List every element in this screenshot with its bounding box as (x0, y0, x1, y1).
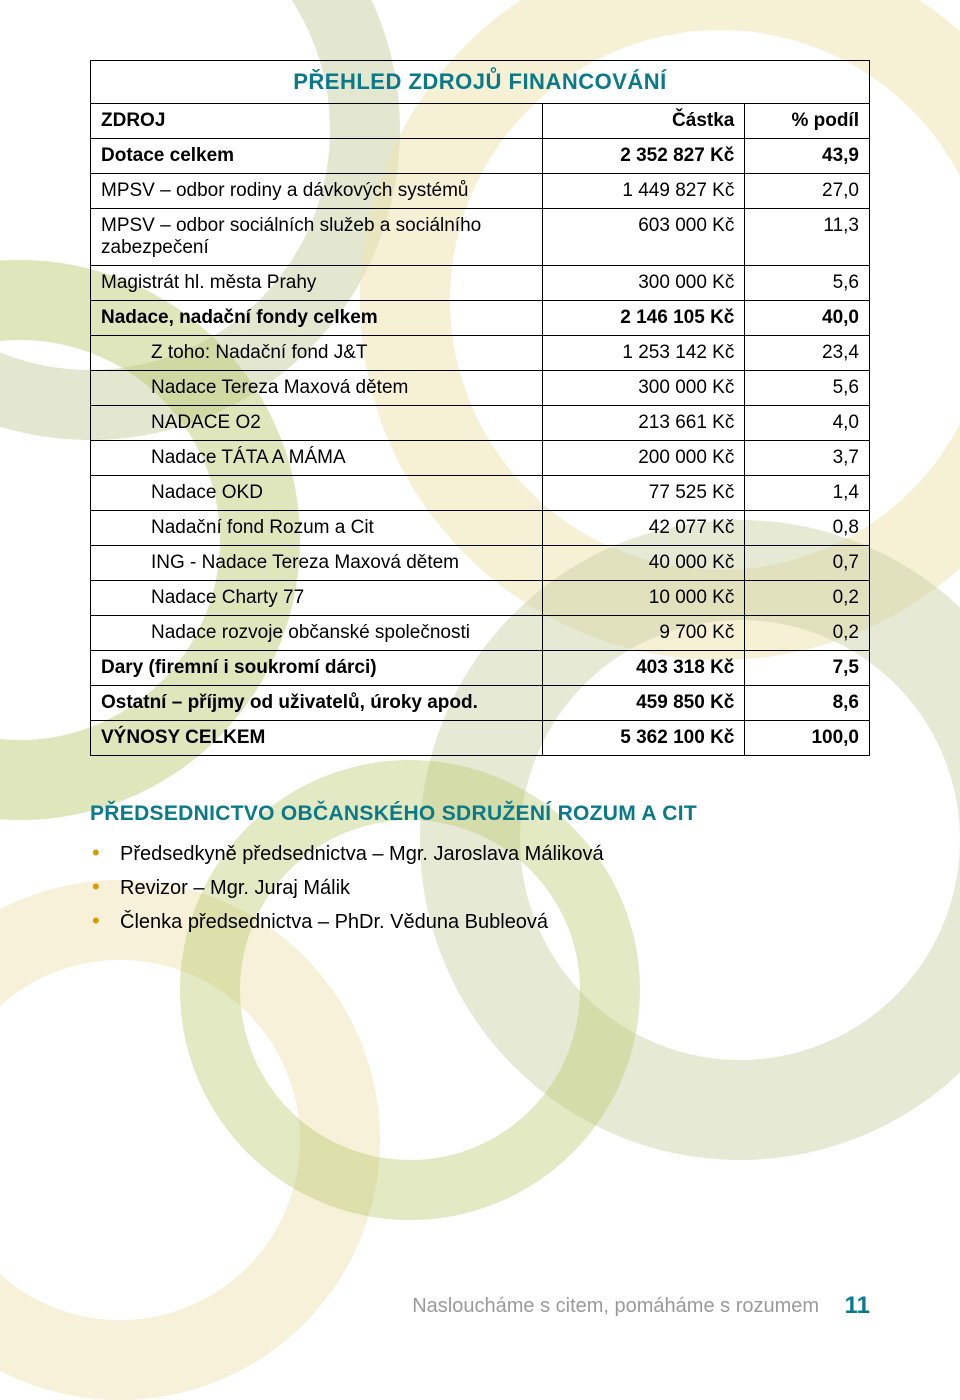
footer-tagline: Nasloucháme s citem, pomáháme s rozumem (412, 1295, 819, 1317)
row-share: 0,2 (745, 581, 870, 616)
col-source: ZDROJ (91, 104, 543, 139)
table-row: VÝNOSY CELKEM5 362 100 Kč100,0 (91, 721, 870, 756)
row-label: VÝNOSY CELKEM (91, 721, 543, 756)
row-share: 43,9 (745, 139, 870, 174)
row-label: Ostatní – příjmy od uživatelů, úroky apo… (91, 686, 543, 721)
row-label: Nadace TÁTA A MÁMA (91, 441, 543, 476)
table-row: NADACE O2213 661 Kč4,0 (91, 406, 870, 441)
row-label: Dotace celkem (91, 139, 543, 174)
board-item: Předsedkyně předsednictva – Mgr. Jarosla… (92, 836, 870, 870)
row-share: 0,2 (745, 616, 870, 651)
page-content: PŘEHLED ZDROJŮ FINANCOVÁNÍ ZDROJ Částka … (0, 0, 960, 938)
board-item: Členka předsednictva – PhDr. Věduna Bubl… (92, 904, 870, 938)
table-row: Magistrát hl. města Prahy300 000 Kč5,6 (91, 266, 870, 301)
row-label: Nadace rozvoje občanské společnosti (91, 616, 543, 651)
table-row: Dary (firemní i soukromí dárci)403 318 K… (91, 651, 870, 686)
row-amount: 42 077 Kč (542, 511, 745, 546)
board-heading: PŘEDSEDNICTVO OBČANSKÉHO SDRUŽENÍ ROZUM … (90, 802, 870, 826)
row-amount: 300 000 Kč (542, 371, 745, 406)
row-share: 40,0 (745, 301, 870, 336)
row-share: 7,5 (745, 651, 870, 686)
row-amount: 403 318 Kč (542, 651, 745, 686)
table-row: ING - Nadace Tereza Maxová dětem40 000 K… (91, 546, 870, 581)
table-row: Nadace rozvoje občanské společnosti9 700… (91, 616, 870, 651)
row-share: 1,4 (745, 476, 870, 511)
row-share: 0,7 (745, 546, 870, 581)
table-row: Z toho: Nadační fond J&T1 253 142 Kč23,4 (91, 336, 870, 371)
decorative-swirl (0, 880, 380, 1400)
row-label: Nadace Charty 77 (91, 581, 543, 616)
table-body: Dotace celkem2 352 827 Kč43,9MPSV – odbo… (91, 139, 870, 756)
row-label: Dary (firemní i soukromí dárci) (91, 651, 543, 686)
row-label: Nadační fond Rozum a Cit (91, 511, 543, 546)
table-row: Nadace Charty 7710 000 Kč0,2 (91, 581, 870, 616)
row-share: 5,6 (745, 371, 870, 406)
row-amount: 2 146 105 Kč (542, 301, 745, 336)
row-share: 0,8 (745, 511, 870, 546)
row-amount: 200 000 Kč (542, 441, 745, 476)
row-amount: 40 000 Kč (542, 546, 745, 581)
row-share: 5,6 (745, 266, 870, 301)
row-amount: 77 525 Kč (542, 476, 745, 511)
table-row: Nadační fond Rozum a Cit42 077 Kč0,8 (91, 511, 870, 546)
board-item: Revizor – Mgr. Juraj Málik (92, 870, 870, 904)
row-share: 8,6 (745, 686, 870, 721)
row-share: 23,4 (745, 336, 870, 371)
table-header-row: ZDROJ Částka % podíl (91, 104, 870, 139)
page-footer: Nasloucháme s citem, pomáháme s rozumem … (412, 1292, 870, 1320)
row-amount: 300 000 Kč (542, 266, 745, 301)
table-row: Nadace TÁTA A MÁMA200 000 Kč3,7 (91, 441, 870, 476)
row-amount: 459 850 Kč (542, 686, 745, 721)
row-amount: 213 661 Kč (542, 406, 745, 441)
table-row: Dotace celkem2 352 827 Kč43,9 (91, 139, 870, 174)
col-amount: Částka (542, 104, 745, 139)
row-share: 27,0 (745, 174, 870, 209)
row-share: 4,0 (745, 406, 870, 441)
row-label: Magistrát hl. města Prahy (91, 266, 543, 301)
row-label: Nadace Tereza Maxová dětem (91, 371, 543, 406)
table-title: PŘEHLED ZDROJŮ FINANCOVÁNÍ (91, 61, 869, 103)
col-share: % podíl (745, 104, 870, 139)
row-amount: 2 352 827 Kč (542, 139, 745, 174)
table-row: Nadace, nadační fondy celkem2 146 105 Kč… (91, 301, 870, 336)
row-amount: 5 362 100 Kč (542, 721, 745, 756)
row-label: ING - Nadace Tereza Maxová dětem (91, 546, 543, 581)
board-list: Předsedkyně předsednictva – Mgr. Jarosla… (90, 836, 870, 938)
row-amount: 603 000 Kč (542, 209, 745, 266)
row-label: Z toho: Nadační fond J&T (91, 336, 543, 371)
row-amount: 10 000 Kč (542, 581, 745, 616)
page-number: 11 (845, 1292, 870, 1319)
financing-table: PŘEHLED ZDROJŮ FINANCOVÁNÍ ZDROJ Částka … (90, 60, 870, 756)
row-label: Nadace, nadační fondy celkem (91, 301, 543, 336)
table-row: MPSV – odbor sociálních služeb a sociáln… (91, 209, 870, 266)
table-row: Ostatní – příjmy od uživatelů, úroky apo… (91, 686, 870, 721)
row-label: NADACE O2 (91, 406, 543, 441)
row-label: MPSV – odbor rodiny a dávkových systémů (91, 174, 543, 209)
table-row: Nadace OKD77 525 Kč1,4 (91, 476, 870, 511)
row-share: 100,0 (745, 721, 870, 756)
row-amount: 9 700 Kč (542, 616, 745, 651)
table-row: Nadace Tereza Maxová dětem300 000 Kč5,6 (91, 371, 870, 406)
row-share: 11,3 (745, 209, 870, 266)
row-share: 3,7 (745, 441, 870, 476)
row-amount: 1 253 142 Kč (542, 336, 745, 371)
row-label: MPSV – odbor sociálních služeb a sociáln… (91, 209, 543, 266)
table-row: MPSV – odbor rodiny a dávkových systémů1… (91, 174, 870, 209)
row-label: Nadace OKD (91, 476, 543, 511)
row-amount: 1 449 827 Kč (542, 174, 745, 209)
